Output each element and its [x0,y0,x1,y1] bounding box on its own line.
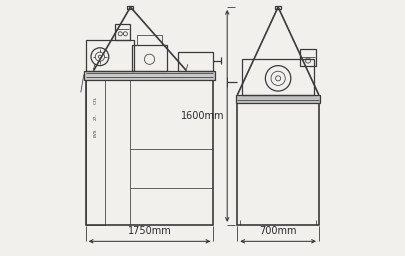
Text: 27-: 27- [93,113,97,120]
Text: EVS: EVS [93,129,97,137]
Bar [274,6,281,9]
Bar [86,40,134,71]
Bar [237,103,318,225]
Bar [242,59,313,95]
Bar [177,52,213,71]
Text: CTL: CTL [93,96,97,104]
Bar [86,80,105,225]
Bar [131,45,167,71]
Bar [127,6,133,9]
Bar [86,80,213,225]
Bar [235,95,320,103]
Text: 1600mm: 1600mm [180,111,224,121]
Text: 1750mm: 1750mm [127,226,171,236]
Bar [299,49,315,66]
Bar [115,24,130,40]
Bar [136,35,162,45]
Text: 700mm: 700mm [259,226,296,236]
Bar [84,71,215,80]
